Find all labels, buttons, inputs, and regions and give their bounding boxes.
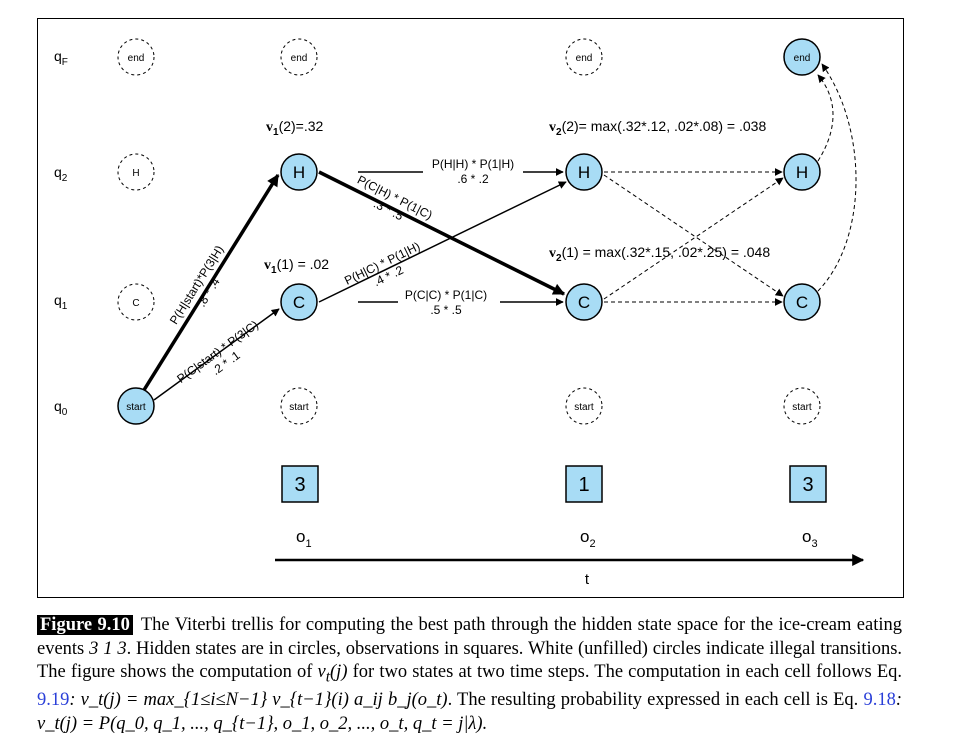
svg-text:H: H [132, 168, 139, 179]
svg-text:C: C [132, 298, 139, 309]
svg-text:start: start [574, 402, 594, 413]
svg-text:end: end [128, 53, 145, 64]
state-end-col2: end [565, 38, 603, 76]
svg-text:start: start [792, 402, 812, 413]
svg-text:H: H [293, 163, 305, 182]
edge-H3-to-end [817, 74, 834, 162]
v2-2-label: v2(2)= max(.32*.12, .02*.08) = .038 [549, 118, 766, 138]
state-start-col3: start [783, 387, 821, 425]
svg-text:.6 * .2: .6 * .2 [457, 172, 489, 186]
state-start-col1: start [280, 387, 318, 425]
figure-tag: Figure 9.10 [37, 615, 133, 635]
row-label-q1: q1 [54, 292, 68, 312]
svg-text:3: 3 [802, 474, 813, 496]
observation-2: 1 [565, 465, 603, 503]
row-label-q0: q0 [54, 398, 68, 418]
svg-text:P(H|H) * P(1|H): P(H|H) * P(1|H) [432, 157, 514, 171]
edge-C1-to-H2 [318, 181, 567, 303]
figure-frame: qF q2 q1 q0 end H C start end H C start … [37, 18, 904, 598]
edge-C2-to-H3 [603, 177, 784, 300]
edge-label-start-C: P(C|start) * P(3|C) .2 * .1 [174, 318, 261, 386]
state-H-col2: H [565, 153, 603, 191]
svg-text:C: C [796, 293, 808, 312]
svg-text:H: H [578, 163, 590, 182]
state-H-col0: H [117, 153, 155, 191]
svg-text:P(C|C) * P(1|C): P(C|C) * P(1|C) [405, 288, 487, 302]
edge-C3-to-end [817, 63, 857, 292]
svg-text:H: H [796, 163, 808, 182]
edge-start-to-C [153, 308, 280, 401]
state-start-col0: start [117, 387, 155, 425]
time-axis-label: t [585, 571, 590, 588]
svg-text:start: start [289, 402, 309, 413]
edge-label-HC: P(C|H) * P(1|C) .3 * .5 [355, 173, 435, 224]
state-C-col0: C [117, 283, 155, 321]
svg-text:1: 1 [578, 474, 589, 496]
observation-3: 3 [789, 465, 827, 503]
edge-start-to-H [142, 173, 280, 391]
svg-text:end: end [794, 53, 811, 64]
edge-label-HH: P(H|H) * P(1|H) .6 * .2 [432, 157, 514, 186]
observation-1: 3 [281, 465, 319, 503]
svg-text:C: C [293, 293, 305, 312]
obs-label-1: o1 [296, 527, 312, 550]
edge-H2-to-C3 [603, 174, 784, 297]
state-H-col1: H [280, 153, 318, 191]
state-end-col0: end [117, 38, 155, 76]
state-C-col2: C [565, 283, 603, 321]
svg-text:end: end [576, 53, 593, 64]
svg-text:3: 3 [294, 474, 305, 496]
eq-ref-9-18[interactable]: 9.18 [863, 690, 896, 711]
state-end-col3: end [783, 38, 821, 76]
row-label-qF: qF [54, 48, 68, 68]
v1-1-label: v1(1) = .02 [264, 256, 329, 276]
row-label-q2: q2 [54, 164, 68, 184]
state-start-col2: start [565, 387, 603, 425]
viterbi-trellis-diagram: qF q2 q1 q0 end H C start end H C start … [54, 38, 865, 588]
svg-text:.5 * .5: .5 * .5 [430, 303, 462, 317]
svg-text:end: end [291, 53, 308, 64]
obs-label-2: o2 [580, 527, 596, 550]
state-C-col3: C [783, 283, 821, 321]
state-end-col1: end [280, 38, 318, 76]
eq-ref-9-19[interactable]: 9.19 [37, 690, 70, 711]
svg-text:C: C [578, 293, 590, 312]
svg-text:start: start [126, 402, 146, 413]
edge-H1-to-C2 [318, 170, 566, 296]
edge-label-CC: P(C|C) * P(1|C) .5 * .5 [405, 288, 487, 317]
v2-1-label: v2(1) = max(.32*.15, .02*.25) = .048 [549, 244, 770, 264]
state-C-col1: C [280, 283, 318, 321]
v1-2-label: v1(2)=.32 [266, 118, 324, 138]
obs-label-3: o3 [802, 527, 818, 550]
figure-caption: Figure 9.10 The Viterbi trellis for compu… [37, 615, 903, 734]
state-H-col3: H [783, 153, 821, 191]
